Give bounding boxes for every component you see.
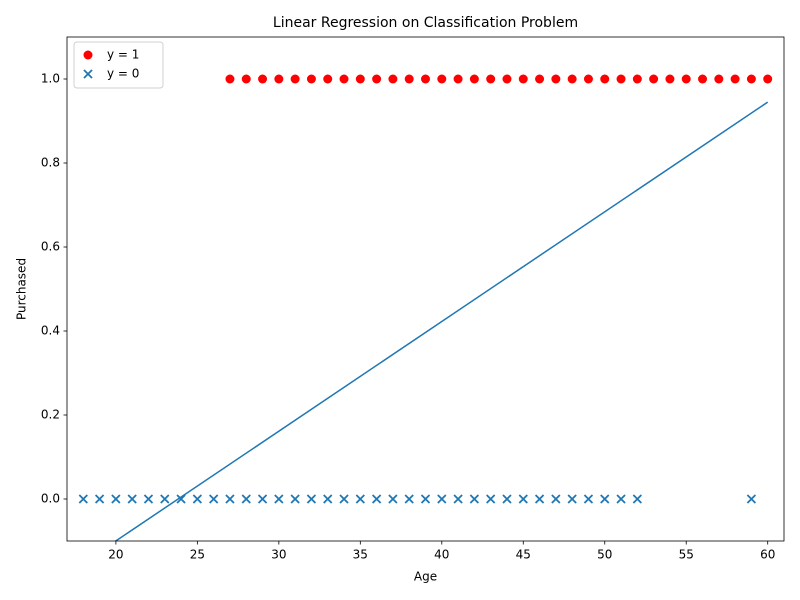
point	[486, 494, 496, 504]
x-tick-label: 20	[108, 548, 123, 562]
point	[486, 74, 496, 84]
point	[241, 494, 251, 504]
point	[714, 74, 724, 84]
point	[241, 74, 251, 84]
point	[600, 74, 610, 84]
point	[665, 74, 675, 84]
x-tick-label: 35	[353, 548, 368, 562]
point	[649, 74, 659, 84]
point	[616, 74, 626, 84]
point	[583, 74, 593, 84]
point	[372, 74, 382, 84]
point	[388, 494, 398, 504]
point	[616, 494, 626, 504]
point	[698, 74, 708, 84]
point	[274, 74, 284, 84]
x-tick-label: 40	[434, 548, 449, 562]
point	[176, 494, 186, 504]
point	[551, 494, 561, 504]
legend-box	[73, 41, 164, 89]
point	[730, 74, 740, 84]
point	[274, 494, 284, 504]
point	[404, 74, 414, 84]
axes-frame	[66, 36, 785, 542]
legend-marker	[83, 50, 93, 60]
y-tick-label: 0.4	[41, 324, 60, 338]
point	[160, 494, 170, 504]
legend-label: y = 0	[107, 67, 139, 81]
point	[567, 494, 577, 504]
point	[388, 74, 398, 84]
x-tick-label: 30	[271, 548, 286, 562]
point	[681, 74, 691, 84]
chart-title: Linear Regression on Classification Prob…	[273, 15, 578, 31]
x-tick-label: 50	[597, 548, 612, 562]
x-tick-label: 45	[516, 548, 531, 562]
point	[632, 494, 642, 504]
point	[111, 494, 121, 504]
point	[225, 74, 235, 84]
x-tick-label: 55	[679, 548, 694, 562]
point	[469, 74, 479, 84]
point	[94, 494, 105, 504]
point	[437, 494, 447, 504]
point	[518, 494, 528, 504]
point	[143, 494, 154, 504]
point	[469, 494, 480, 504]
y-tick-label: 1.0	[41, 72, 60, 86]
point	[306, 494, 317, 504]
point	[567, 74, 577, 84]
y-tick-label: 0.2	[41, 408, 60, 422]
y-axis-label: Purchased	[15, 258, 29, 320]
point	[583, 494, 594, 504]
point	[339, 494, 349, 504]
y-tick-label: 0.8	[41, 156, 60, 170]
point	[78, 494, 88, 504]
point	[746, 494, 757, 504]
plot-area	[78, 74, 773, 541]
point	[502, 74, 512, 84]
point	[746, 74, 756, 84]
point	[225, 494, 235, 504]
point	[421, 74, 430, 84]
point	[323, 74, 333, 84]
point	[551, 74, 561, 84]
y-tick-label: 0.0	[41, 492, 60, 506]
point	[502, 494, 512, 504]
regression-line	[114, 101, 769, 541]
point	[534, 494, 545, 504]
point	[453, 74, 463, 84]
point	[257, 494, 268, 504]
point	[339, 74, 349, 84]
point	[323, 494, 333, 504]
point	[290, 494, 300, 504]
point	[437, 74, 447, 84]
point	[600, 494, 610, 504]
point	[192, 494, 203, 504]
point	[535, 74, 545, 84]
y-tick-label: 0.6	[41, 240, 60, 254]
point	[306, 74, 316, 84]
point	[290, 74, 300, 84]
legend-marker	[83, 69, 93, 79]
point	[209, 494, 219, 504]
point	[420, 494, 431, 504]
point	[355, 494, 365, 504]
point	[258, 74, 268, 84]
point	[763, 74, 773, 84]
x-axis-label: Age	[414, 570, 437, 584]
point	[518, 74, 528, 84]
x-tick-label: 25	[190, 548, 205, 562]
point	[371, 494, 382, 504]
point	[453, 494, 463, 504]
legend-label: y = 1	[107, 48, 139, 62]
point	[127, 494, 137, 504]
x-tick-label: 60	[760, 548, 775, 562]
point	[632, 74, 642, 84]
point	[355, 74, 365, 84]
point	[404, 494, 414, 504]
